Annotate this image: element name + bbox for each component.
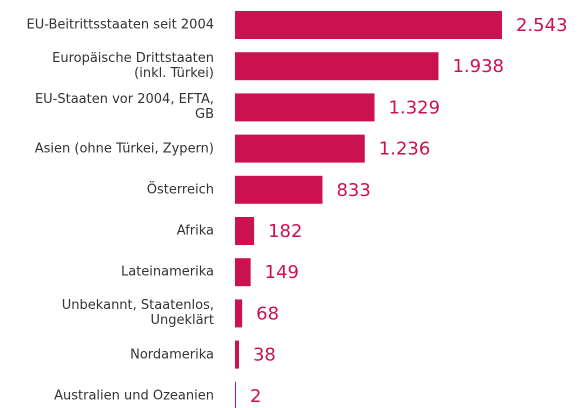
value-label: 68 (256, 303, 279, 324)
bar (235, 175, 323, 204)
value-label: 1.329 (389, 97, 441, 118)
bar (235, 11, 502, 39)
bar (235, 217, 255, 245)
value-label: 149 (265, 262, 299, 283)
category-label: Unbekannt, Staatenlos, Ungeklärt (61, 298, 214, 329)
category-label: EU-Beitrittsstaaten seit 2004 (26, 17, 214, 33)
category-label: Lateinamerika (120, 264, 214, 280)
value-label: 182 (268, 221, 302, 242)
value-label: 1.236 (379, 139, 431, 160)
category-label: Afrika (176, 223, 214, 239)
bar (235, 299, 243, 328)
value-label: 1.938 (452, 56, 504, 77)
bar (235, 258, 251, 287)
bar (235, 340, 239, 369)
category-label: Europäische Drittstaaten (inkl. Türkei) (52, 51, 214, 82)
category-label: Asien (ohne Türkei, Zypern) (34, 141, 214, 157)
bar (235, 52, 439, 81)
category-label: Nordamerika (130, 347, 214, 363)
bar (235, 93, 375, 122)
category-label: Australien und Ozeanien (54, 388, 214, 404)
value-label: 2.543 (516, 15, 568, 36)
category-label: EU-Staaten vor 2004, EFTA, GB (34, 92, 214, 123)
bar (235, 134, 365, 163)
category-label: Österreich (146, 182, 214, 198)
value-label: 833 (336, 180, 370, 201)
bar (235, 381, 236, 408)
value-label: 2 (250, 386, 261, 407)
value-label: 38 (253, 345, 276, 366)
